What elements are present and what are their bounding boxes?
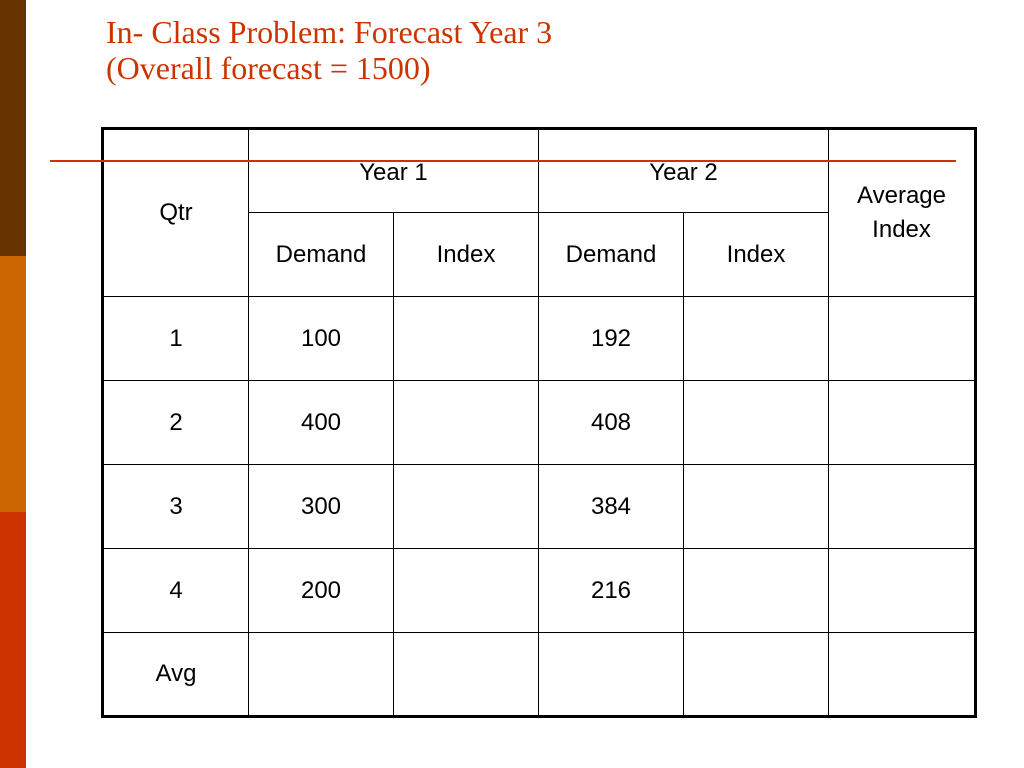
cell-qtr: 4 bbox=[102, 548, 249, 633]
cell-y2-demand: 384 bbox=[538, 464, 685, 549]
header-y1-demand: Demand bbox=[248, 212, 394, 297]
cell-y2-demand bbox=[538, 632, 685, 717]
cell-y1-demand: 200 bbox=[248, 548, 394, 633]
header-y2-demand: Demand bbox=[538, 212, 685, 297]
cell-y2-index bbox=[683, 380, 830, 465]
cell-y2-index bbox=[683, 632, 830, 717]
cell-y2-index bbox=[683, 548, 830, 633]
cell-y1-index bbox=[392, 632, 540, 717]
cell-average-index bbox=[828, 296, 977, 381]
cell-average-index bbox=[828, 548, 977, 633]
title-underline bbox=[50, 160, 956, 162]
cell-y1-index bbox=[392, 380, 540, 465]
slide-title-line-2: (Overall forecast = 1500) bbox=[106, 50, 431, 86]
cell-qtr: Avg bbox=[102, 632, 249, 717]
accent-bar-bottom bbox=[0, 512, 26, 768]
cell-average-index bbox=[828, 380, 977, 465]
cell-y2-index bbox=[683, 296, 830, 381]
cell-y2-demand: 408 bbox=[538, 380, 685, 465]
header-average-index: Average Index bbox=[828, 128, 977, 297]
cell-y1-demand: 400 bbox=[248, 380, 394, 465]
header-row-top: Qtr Year 1 Year 2 Average Index bbox=[102, 128, 977, 297]
forecast-table: Qtr Year 1 Year 2 Average Index Demand I… bbox=[101, 127, 978, 718]
table-row: 1 100 192 bbox=[102, 296, 977, 381]
cell-y1-index bbox=[392, 464, 540, 549]
header-qtr: Qtr bbox=[102, 128, 249, 297]
header-year-2: Year 2 bbox=[538, 128, 830, 213]
cell-qtr: 3 bbox=[102, 464, 249, 549]
accent-bar-middle bbox=[0, 256, 26, 512]
cell-y2-demand: 192 bbox=[538, 296, 685, 381]
header-y1-index: Index bbox=[392, 212, 540, 297]
slide-title: In- Class Problem: Forecast Year 3 (Over… bbox=[106, 14, 552, 86]
cell-average-index bbox=[828, 464, 977, 549]
header-year-1: Year 1 bbox=[247, 128, 540, 213]
cell-average-index bbox=[828, 632, 977, 717]
accent-bar-top bbox=[0, 0, 26, 256]
cell-y1-demand: 300 bbox=[248, 464, 394, 549]
table-row: 2 400 408 bbox=[102, 380, 977, 465]
table-row: 3 300 384 bbox=[102, 464, 977, 549]
cell-y1-index bbox=[392, 296, 540, 381]
cell-y1-demand bbox=[248, 632, 394, 717]
cell-y1-demand: 100 bbox=[248, 296, 394, 381]
cell-y2-demand: 216 bbox=[538, 548, 685, 633]
header-y2-index: Index bbox=[683, 212, 830, 297]
table-row: 4 200 216 bbox=[102, 548, 977, 633]
cell-qtr: 2 bbox=[102, 380, 249, 465]
cell-qtr: 1 bbox=[102, 296, 249, 381]
slide-title-line-1: In- Class Problem: Forecast Year 3 bbox=[106, 14, 553, 50]
cell-y1-index bbox=[392, 548, 540, 633]
table-row-average: Avg bbox=[102, 632, 977, 717]
cell-y2-index bbox=[683, 464, 830, 549]
